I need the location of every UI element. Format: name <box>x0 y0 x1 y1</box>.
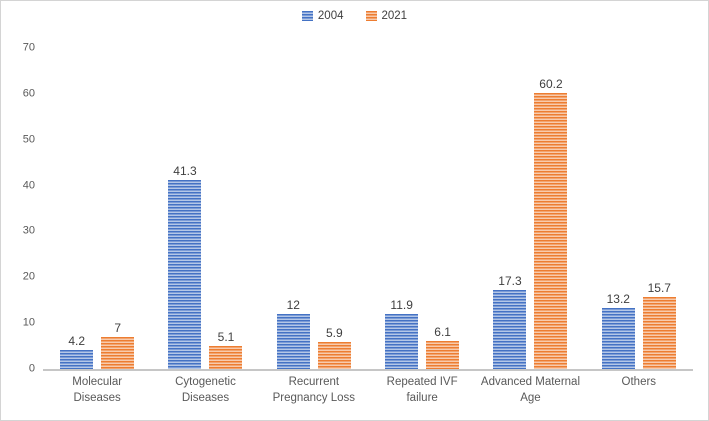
x-axis-label-advanced-maternal-age: Advanced Maternal Age <box>480 376 581 404</box>
bar-2021-molecular-diseases <box>101 336 135 369</box>
x-axis-label-others: Others <box>621 376 657 388</box>
x-axis-labels: Molecular Diseases Cytogenetic Diseases Re… <box>43 375 693 406</box>
bar-2021-recurrent-pregnancy-loss <box>317 341 351 369</box>
bar-value-label-2021-molecular-diseases: 7 <box>114 320 121 335</box>
bar-wrap: 15.7 <box>642 48 676 369</box>
bar-value-label-2021-others: 15.7 <box>647 281 671 296</box>
y-tick-label-30: 30 <box>22 224 35 237</box>
bar-2021-repeated-ivf-failure <box>426 341 460 369</box>
bar-wrap: 13.2 <box>601 48 635 369</box>
plot-area: 4.2 7 41.3 5.1 12 5.9 11.9 6.1 17.3 60.2 13.2 15.7 <box>43 48 693 371</box>
bar-value-label-2004-advanced-maternal-age: 17.3 <box>498 273 522 288</box>
bar-value-label-2021-repeated-ivf-failure: 6.1 <box>434 325 451 340</box>
bar-2004-others <box>601 308 635 369</box>
bar-2004-repeated-ivf-failure <box>385 314 419 369</box>
legend-label-2004: 2004 <box>317 10 344 22</box>
bar-wrap: 6.1 <box>426 48 460 369</box>
legend-item-2021: 2021 <box>365 10 408 22</box>
bar-2004-cytogenetic-diseases <box>168 179 202 369</box>
bar-2021-cytogenetic-diseases <box>209 345 243 369</box>
bar-value-label-2021-recurrent-pregnancy-loss: 5.9 <box>325 325 343 340</box>
plot-groups: 4.2 7 41.3 5.1 12 5.9 11.9 6.1 17.3 60.2 13.2 15.7 <box>43 48 693 369</box>
bar-group-cytogenetic-diseases: 41.3 5.1 <box>151 48 259 369</box>
bar-2004-molecular-diseases <box>60 349 94 369</box>
bar-wrap: 5.9 <box>317 48 351 369</box>
chart-legend: 2004 2021 <box>1 10 708 22</box>
bar-wrap: 5.1 <box>209 48 243 369</box>
y-axis: 0 10 20 30 40 50 60 70 <box>1 42 35 374</box>
bar-2004-recurrent-pregnancy-loss <box>276 313 310 369</box>
bar-wrap: 17.3 <box>493 48 527 369</box>
bar-group-repeated-ivf-failure: 11.9 6.1 <box>368 48 476 369</box>
y-tick-label-40: 40 <box>22 179 35 192</box>
y-tick-label-60: 60 <box>22 87 35 100</box>
y-tick-label-10: 10 <box>22 316 35 329</box>
x-axis-label-molecular-diseases: Molecular Diseases <box>72 376 123 404</box>
bar-wrap: 60.2 <box>534 48 568 369</box>
bar-group-others: 13.2 15.7 <box>585 48 693 369</box>
bar-2021-advanced-maternal-age <box>534 92 568 369</box>
bar-group-recurrent-pregnancy-loss: 12 5.9 <box>260 48 368 369</box>
bar-wrap: 11.9 <box>385 48 419 369</box>
bar-wrap: 41.3 <box>168 48 202 369</box>
bar-value-label-2004-molecular-diseases: 4.2 <box>68 333 85 348</box>
x-axis-label-cytogenetic-diseases: Cytogenetic Diseases <box>175 376 236 404</box>
y-tick-label-20: 20 <box>22 270 35 283</box>
bar-value-label-2021-cytogenetic-diseases: 5.1 <box>217 329 235 344</box>
x-axis-label-repeated-ivf-failure: Repeated IVF failure <box>386 376 458 404</box>
legend-swatch-2004-icon <box>301 11 313 21</box>
bar-wrap: 12 <box>276 48 310 369</box>
y-tick-label-0: 0 <box>28 362 35 375</box>
x-axis-label-recurrent-pregnancy-loss: Recurrent Pregnancy Loss <box>272 376 356 404</box>
bar-wrap: 4.2 <box>60 48 94 369</box>
bar-group-advanced-maternal-age: 17.3 60.2 <box>476 48 584 369</box>
legend-label-2021: 2021 <box>381 10 408 22</box>
y-tick-label-50: 50 <box>22 133 35 146</box>
bar-wrap: 7 <box>101 48 135 369</box>
bar-value-label-2004-recurrent-pregnancy-loss: 12 <box>286 297 300 312</box>
bar-2021-others <box>642 297 676 369</box>
bar-2004-advanced-maternal-age <box>493 289 527 369</box>
legend-item-2004: 2004 <box>301 10 344 22</box>
bar-group-molecular-diseases: 4.2 7 <box>43 48 151 369</box>
y-tick-label-70: 70 <box>22 41 35 54</box>
bar-value-label-2004-others: 13.2 <box>606 292 630 307</box>
bar-value-label-2004-cytogenetic-diseases: 41.3 <box>173 163 197 178</box>
legend-swatch-2021-icon <box>365 11 377 21</box>
bar-value-label-2021-advanced-maternal-age: 60.2 <box>539 76 563 91</box>
bar-value-label-2004-repeated-ivf-failure: 11.9 <box>390 298 413 313</box>
